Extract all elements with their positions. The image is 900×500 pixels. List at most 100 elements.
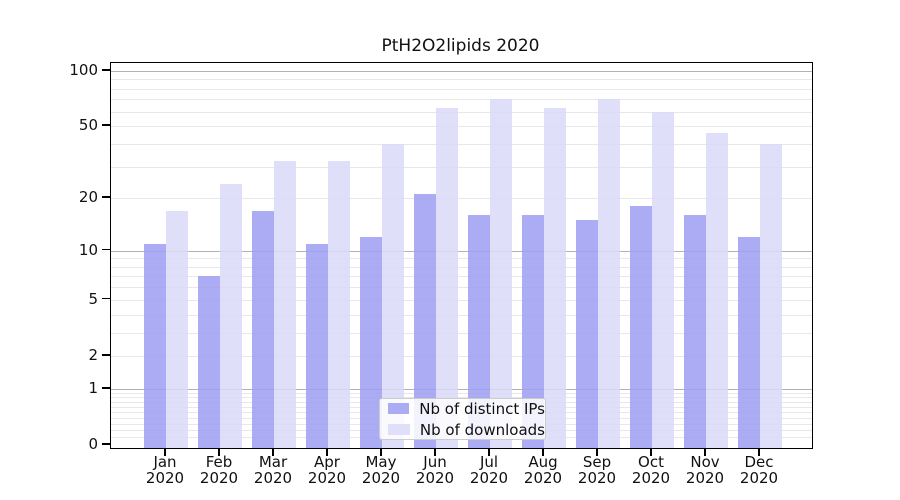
y-axis-tick-label: 0	[88, 435, 98, 453]
x-axis-tick-label: Aug 2020	[511, 454, 575, 486]
x-label-month: Feb	[205, 453, 233, 471]
x-label-year: 2020	[307, 469, 347, 487]
bar-downloads	[598, 99, 620, 448]
y-axis-tick-label: 1	[88, 378, 98, 397]
x-label-year: 2020	[469, 469, 509, 487]
x-axis-tick-label: May 2020	[349, 454, 413, 486]
bar-downloads	[220, 184, 242, 448]
bar-distinct-ips	[144, 243, 166, 448]
x-tick-mark	[434, 448, 436, 456]
y-tick-mark	[102, 196, 110, 198]
bar-downloads	[652, 111, 674, 448]
x-axis-tick-label: Apr 2020	[295, 454, 359, 486]
y-minor-gridline	[111, 392, 812, 394]
y-axis-tick-label: 5	[88, 289, 98, 308]
x-tick-mark	[650, 448, 652, 456]
x-label-year: 2020	[577, 469, 617, 487]
bar-distinct-ips	[738, 237, 760, 448]
bar-distinct-ips	[684, 215, 706, 448]
y-major-gridline	[111, 250, 812, 252]
bar-downloads	[274, 161, 296, 448]
y-minor-gridline	[111, 276, 812, 278]
y-minor-gridline	[111, 355, 812, 357]
chart-title: PtH2O2lipids 2020	[381, 36, 540, 56]
x-label-month: Aug	[528, 453, 558, 471]
plot-area: Nb of distinct IPs Nb of downloads	[110, 62, 813, 449]
legend-item-downloads: Nb of downloads	[380, 421, 545, 439]
x-label-month: May	[365, 453, 397, 471]
y-tick-mark	[102, 297, 110, 300]
x-tick-mark	[704, 448, 706, 456]
bar-distinct-ips	[252, 210, 274, 448]
y-minor-gridline	[111, 111, 812, 113]
y-minor-gridline	[111, 166, 812, 168]
bar-distinct-ips	[306, 243, 328, 448]
x-label-year: 2020	[739, 469, 779, 487]
y-axis-tick-label: 100	[69, 60, 98, 79]
y-minor-gridline	[111, 143, 812, 145]
x-label-year: 2020	[685, 469, 725, 487]
x-label-month: Mar	[258, 453, 288, 471]
y-tick-mark	[102, 443, 110, 445]
bar-downloads	[166, 210, 188, 448]
y-tick-mark	[102, 248, 110, 251]
y-minor-gridline	[111, 332, 812, 334]
y-minor-gridline	[111, 397, 812, 399]
y-tick-mark	[102, 387, 110, 389]
x-label-month: Oct	[638, 453, 664, 471]
legend-label-distinct-ips: Nb of distinct IPs	[419, 399, 545, 418]
y-minor-gridline	[111, 79, 812, 81]
y-axis-tick-label: 20	[78, 188, 98, 207]
bar-downloads	[706, 132, 728, 448]
x-tick-mark	[596, 448, 598, 456]
bar-distinct-ips	[414, 194, 436, 448]
bar-downloads	[490, 99, 512, 448]
x-axis-tick-label: Dec 2020	[727, 454, 791, 486]
x-tick-mark	[272, 448, 274, 456]
x-label-month: Nov	[690, 453, 720, 471]
bar-distinct-ips	[630, 206, 652, 448]
x-axis-tick-label: Mar 2020	[241, 454, 305, 486]
x-axis-tick-label: Jul 2020	[457, 454, 521, 486]
x-tick-mark	[488, 448, 490, 456]
bar-downloads	[328, 161, 350, 448]
x-tick-mark	[164, 448, 166, 456]
y-minor-gridline	[111, 198, 812, 200]
y-minor-gridline	[111, 88, 812, 90]
x-label-year: 2020	[253, 469, 293, 487]
y-minor-gridline	[111, 314, 812, 316]
bar-distinct-ips	[360, 237, 382, 448]
y-minor-gridline	[111, 299, 812, 301]
x-label-month: Jan	[153, 453, 177, 471]
x-axis-tick-label: Feb 2020	[187, 454, 251, 486]
y-tick-mark	[102, 354, 110, 356]
y-axis-tick-label: 2	[88, 345, 98, 364]
x-label-month: Apr	[314, 453, 340, 471]
x-tick-mark	[218, 448, 220, 456]
x-axis-tick-label: Nov 2020	[673, 454, 737, 486]
y-minor-gridline	[111, 258, 812, 260]
x-tick-mark	[380, 448, 382, 456]
x-tick-mark	[326, 448, 328, 456]
y-tick-mark	[102, 69, 110, 71]
x-tick-mark	[542, 448, 544, 456]
x-label-month: Jun	[423, 453, 447, 471]
bar-downloads	[544, 107, 566, 448]
y-major-gridline	[111, 70, 812, 72]
y-axis-tick-label: 10	[78, 240, 98, 259]
bar-distinct-ips	[198, 276, 220, 448]
x-label-year: 2020	[361, 469, 401, 487]
legend-label-downloads: Nb of downloads	[419, 420, 545, 439]
bar-downloads	[382, 143, 404, 448]
y-tick-mark	[102, 124, 110, 126]
bar-distinct-ips	[576, 220, 598, 448]
x-tick-mark	[758, 448, 760, 456]
x-label-month: Sep	[582, 453, 612, 471]
bar-downloads	[436, 107, 458, 448]
x-label-month: Jul	[479, 453, 499, 471]
x-axis-tick-label: Sep 2020	[565, 454, 629, 486]
x-label-year: 2020	[631, 469, 671, 487]
x-axis-tick-label: Jun 2020	[403, 454, 467, 486]
x-label-year: 2020	[199, 469, 239, 487]
